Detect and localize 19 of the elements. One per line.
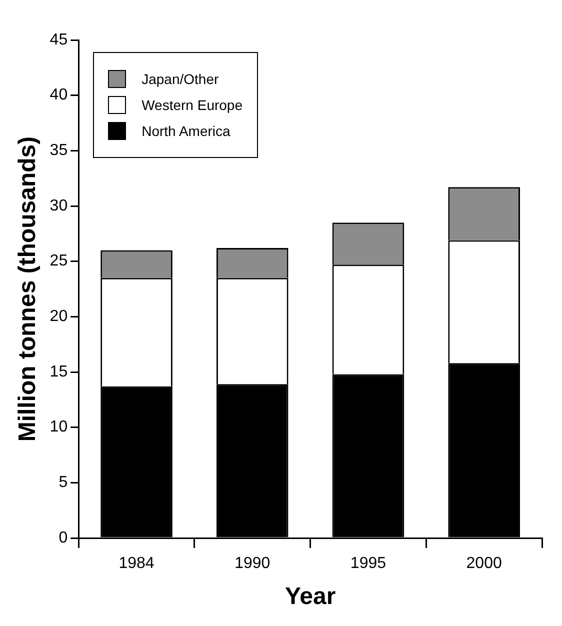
y-tick-label: 35 — [50, 142, 68, 160]
y-tick-label: 20 — [50, 308, 68, 326]
x-tick-label: 1990 — [234, 555, 270, 572]
y-axis-title: Million tonnes (thousands) — [14, 136, 42, 442]
legend-label: North America — [142, 123, 230, 139]
y-tick-label: 5 — [58, 474, 68, 492]
x-tick-label: 1984 — [118, 555, 154, 572]
y-tick-label: 45 — [50, 31, 68, 48]
y-tick-label: 10 — [50, 418, 68, 436]
y-tick-label: 25 — [50, 252, 68, 270]
legend-label: Western Europe — [142, 97, 242, 113]
y-tick-label: 0 — [58, 529, 68, 546]
y-tick-label: 30 — [50, 197, 68, 214]
x-tick-label: 2000 — [466, 555, 502, 572]
y-tick-label: 15 — [50, 363, 68, 380]
y-tick-label: 40 — [50, 86, 68, 104]
legend-label: Japan/Other — [142, 71, 219, 87]
x-tick-label: 1995 — [350, 555, 386, 572]
x-axis-title: Year — [284, 583, 336, 610]
